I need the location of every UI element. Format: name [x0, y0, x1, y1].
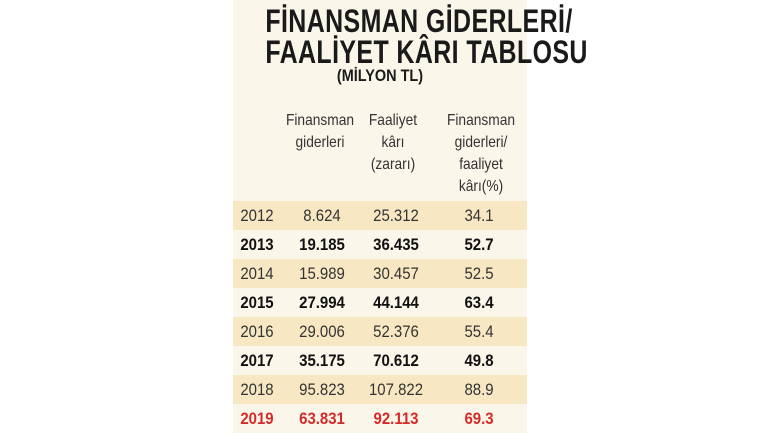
year-cell: 2013: [240, 235, 274, 254]
header-text: kârı(%): [458, 178, 504, 195]
header-text: (zararı): [370, 156, 416, 173]
finansman-giderleri-cell: 8.624: [303, 206, 341, 225]
infographic-panel: FİNANSMAN GİDERLERİ/ FAALİYET KÂRI TABLO…: [233, 0, 588, 433]
table-row: 2018 95.823 107.822 88.9: [233, 375, 527, 404]
finansman-giderleri-cell: 35.175: [299, 351, 345, 370]
finansman-giderleri-cell: 15.989: [299, 264, 345, 283]
oran-cell: 49.8: [464, 351, 494, 370]
faaliyet-kari-cell: 107.822: [368, 380, 424, 399]
year-cell: 2019: [240, 409, 274, 428]
header-text: Finansman: [446, 112, 516, 129]
finansman-giderleri-cell: 19.185: [299, 235, 345, 254]
table-unit-subtitle: (MİLYON TL): [336, 66, 424, 85]
oran-cell: 52.7: [464, 235, 494, 254]
header-text: faaliyet: [459, 156, 503, 173]
table-row: 2017 35.175 70.612 49.8: [233, 346, 527, 375]
oran-cell: 88.9: [464, 380, 494, 399]
oran-cell: 52.5: [464, 264, 494, 283]
header-text: kârı: [381, 134, 405, 151]
finansman-giderleri-cell: 63.831: [299, 409, 345, 428]
oran-cell: 63.4: [464, 293, 494, 312]
header-text: giderleri/: [454, 134, 508, 151]
year-cell: 2016: [240, 322, 274, 341]
table-title-line2: FAALİYET KÂRI TABLOSU: [265, 34, 588, 70]
oran-cell: 34.1: [464, 206, 494, 225]
table-row: 2012 8.624 25.312 34.1: [233, 201, 527, 230]
column-header-finansman-giderleri: Finansman giderleri: [281, 110, 358, 154]
table-row: 2013 19.185 36.435 52.7: [233, 230, 527, 259]
table-row: 2014 15.989 30.457 52.5: [233, 259, 527, 288]
header-text: Faaliyet: [368, 112, 418, 129]
finansman-giderleri-cell: 29.006: [299, 322, 345, 341]
faaliyet-kari-cell: 92.113: [373, 409, 419, 428]
year-cell: 2018: [240, 380, 274, 399]
faaliyet-kari-cell: 36.435: [373, 235, 419, 254]
finansman-giderleri-cell: 95.823: [299, 380, 345, 399]
year-cell: 2014: [240, 264, 274, 283]
data-table-body: 2012 8.624 25.312 34.1 2013 19.185 36.43…: [233, 201, 527, 433]
finansman-giderleri-cell: 27.994: [299, 293, 345, 312]
table-row: 2015 27.994 44.144 63.4: [233, 288, 527, 317]
oran-cell: 55.4: [464, 322, 494, 341]
faaliyet-kari-cell: 52.376: [373, 322, 419, 341]
faaliyet-kari-cell: 70.612: [373, 351, 419, 370]
year-cell: 2017: [240, 351, 274, 370]
table-title-line1: FİNANSMAN GİDERLERİ/: [265, 3, 573, 39]
column-header-oran: Finansman giderleri/ faaliyet kârı(%): [440, 110, 523, 198]
table-row: 2016 29.006 52.376 55.4: [233, 317, 527, 346]
year-cell: 2015: [240, 293, 274, 312]
header-text: giderleri: [295, 134, 345, 151]
faaliyet-kari-cell: 44.144: [373, 293, 419, 312]
oran-cell: 69.3: [464, 409, 494, 428]
faaliyet-kari-cell: 25.312: [373, 206, 419, 225]
faaliyet-kari-cell: 30.457: [373, 264, 419, 283]
header-text: Finansman: [285, 112, 355, 129]
year-cell: 2012: [240, 206, 274, 225]
table-row-highlighted: 2019 63.831 92.113 69.3: [233, 404, 527, 433]
column-header-faaliyet-kari: Faaliyet kârı (zararı): [365, 110, 422, 176]
